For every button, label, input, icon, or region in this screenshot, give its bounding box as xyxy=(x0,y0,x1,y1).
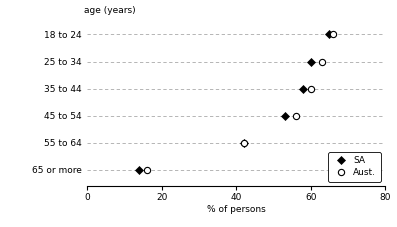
X-axis label: % of persons: % of persons xyxy=(207,205,266,214)
Legend: SA, Aust.: SA, Aust. xyxy=(328,152,381,182)
Text: age (years): age (years) xyxy=(84,6,136,15)
